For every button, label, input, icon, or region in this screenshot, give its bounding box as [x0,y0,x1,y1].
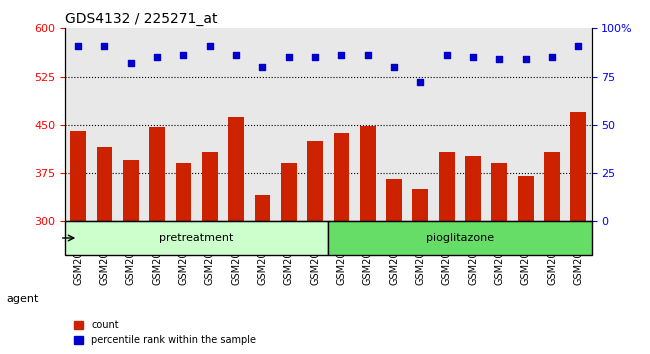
FancyBboxPatch shape [65,221,328,255]
Text: GDS4132 / 225271_at: GDS4132 / 225271_at [65,12,218,26]
Bar [302,28,328,221]
Point [310,55,320,60]
FancyBboxPatch shape [328,221,592,255]
Bar [460,28,486,221]
Legend: count, percentile rank within the sample: count, percentile rank within the sample [70,316,260,349]
Text: agent: agent [6,294,39,304]
Bar [539,28,566,221]
Point [152,55,162,60]
Bar [386,179,402,221]
Point [363,52,373,58]
Point [468,55,478,60]
Bar [144,28,170,221]
Point [573,43,584,48]
Bar [333,133,349,221]
Bar [491,163,507,221]
Point [441,52,452,58]
Bar [328,28,355,221]
Point [99,43,110,48]
Bar [223,28,250,221]
Point [205,43,215,48]
Point [336,52,346,58]
Bar [281,163,296,221]
Bar [413,189,428,221]
Bar [465,155,481,221]
Bar [518,176,534,221]
Text: pioglitazone: pioglitazone [426,233,494,243]
Point [178,52,188,58]
Bar [566,28,592,221]
Bar [355,28,381,221]
Text: pretreatment: pretreatment [159,233,234,243]
Bar [276,28,302,221]
Point [547,55,557,60]
Bar [228,117,244,221]
Bar [118,28,144,221]
Point [125,60,136,66]
Bar [544,152,560,221]
Point [415,80,426,85]
Bar [91,28,118,221]
Bar [439,152,454,221]
Bar [250,28,276,221]
Bar [407,28,434,221]
Bar [196,28,223,221]
Bar [571,112,586,221]
Bar [65,28,91,221]
Bar [70,131,86,221]
Point [257,64,268,70]
Bar [97,147,112,221]
Bar [381,28,407,221]
Bar [513,28,539,221]
Bar [123,160,138,221]
Point [283,55,294,60]
Bar [176,163,191,221]
Point [73,43,83,48]
Point [521,56,531,62]
Bar [255,195,270,221]
Point [389,64,399,70]
Bar [486,28,513,221]
Bar [150,127,165,221]
Bar [170,28,196,221]
Point [231,52,241,58]
Bar [360,126,376,221]
Bar [202,152,218,221]
Bar [307,141,323,221]
Point [494,56,504,62]
Bar [434,28,460,221]
